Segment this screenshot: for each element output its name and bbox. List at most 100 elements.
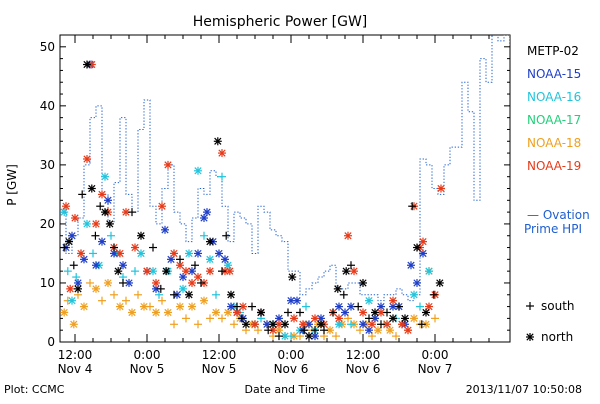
- north-point-noaa-16: [137, 249, 145, 258]
- marker-stroke: [179, 273, 187, 281]
- south-point-noaa-18: [146, 302, 154, 311]
- south-point-metp-02: [110, 243, 118, 252]
- north-point-noaa-19: [350, 267, 358, 276]
- marker-stroke: [389, 314, 397, 323]
- north-point-noaa-16: [185, 249, 193, 258]
- y-tick-label: 10: [40, 276, 55, 290]
- marker-stroke: [176, 302, 184, 311]
- north-point-noaa-16: [206, 255, 214, 264]
- legend-marker-label: north: [541, 330, 573, 344]
- south-point-metp-02: [296, 308, 304, 317]
- north-point-noaa-19: [194, 273, 202, 282]
- legend-south-marker: [526, 302, 534, 310]
- north-point-metp-02: [401, 314, 409, 323]
- marker-stroke: [335, 320, 343, 328]
- marker-stroke: [152, 308, 160, 317]
- marker-stroke: [106, 220, 114, 228]
- marker-stroke: [526, 333, 534, 341]
- south-point-noaa-18: [218, 314, 226, 323]
- north-point-noaa-15: [119, 261, 127, 270]
- south-point-noaa-16: [107, 231, 115, 240]
- south-point-metp-02: [354, 302, 363, 311]
- marker-stroke: [344, 232, 352, 240]
- north-point-noaa-15: [407, 261, 415, 270]
- marker-stroke: [218, 149, 226, 157]
- north-point-noaa-19: [71, 214, 79, 223]
- marker-stroke: [137, 249, 145, 258]
- marker-stroke: [224, 308, 232, 317]
- south-point-metp-02: [300, 326, 309, 335]
- south-point-metp-02: [149, 243, 157, 252]
- marker-stroke: [203, 208, 211, 216]
- north-point-noaa-19: [344, 231, 352, 240]
- north-point-noaa-19: [188, 278, 196, 287]
- marker-stroke: [398, 320, 406, 328]
- north-point-noaa-18: [104, 278, 112, 287]
- marker-stroke: [389, 297, 397, 305]
- marker-stroke: [377, 308, 385, 317]
- marker-stroke: [410, 314, 418, 323]
- north-point-noaa-15: [293, 296, 301, 305]
- marker-stroke: [281, 332, 289, 340]
- north-point-noaa-18: [128, 308, 136, 317]
- south-point-noaa-18: [182, 314, 190, 323]
- x-axis-label: Date and Time: [245, 383, 326, 396]
- marker-stroke: [200, 297, 208, 305]
- north-point-noaa-15: [179, 273, 187, 282]
- north-point-noaa-19: [152, 278, 160, 287]
- marker-stroke: [92, 220, 100, 228]
- north-point-noaa-16: [425, 267, 433, 276]
- marker-stroke: [104, 279, 112, 287]
- marker-stroke: [140, 302, 148, 311]
- north-point-metp-02: [359, 278, 367, 287]
- marker-stroke: [206, 255, 214, 263]
- north-point-noaa-19: [143, 267, 151, 276]
- north-point-noaa-19: [83, 154, 91, 163]
- north-point-metp-02: [137, 231, 145, 240]
- south-point-noaa-18: [158, 296, 166, 305]
- marker-stroke: [125, 279, 133, 287]
- north-point-noaa-19: [92, 219, 100, 228]
- marker-stroke: [194, 273, 202, 281]
- marker-stroke: [422, 320, 430, 328]
- marker-stroke: [98, 238, 106, 246]
- marker-stroke: [413, 243, 421, 252]
- legend-entry: NOAA-15: [527, 67, 581, 81]
- footer-right: 2013/11/07 10:50:08: [466, 383, 582, 396]
- marker-stroke: [149, 267, 157, 275]
- south-point-noaa-16: [302, 302, 310, 311]
- south-point-noaa-18: [170, 320, 178, 329]
- north-point-noaa-18: [176, 302, 184, 311]
- north-point-noaa-15: [359, 320, 367, 329]
- south-point-metp-02: [170, 290, 178, 299]
- x-tick-date-label: Nov 6: [346, 362, 381, 376]
- ovation-hpi-line: [60, 35, 510, 302]
- north-point-metp-02: [227, 290, 235, 299]
- north-point-metp-02: [83, 60, 91, 69]
- marker-stroke: [74, 279, 82, 287]
- north-point-noaa-19: [62, 202, 70, 211]
- south-point-metp-02: [408, 202, 417, 211]
- marker-stroke: [188, 302, 196, 311]
- marker-stroke: [206, 267, 214, 275]
- north-point-metp-02: [257, 308, 265, 317]
- marker-stroke: [71, 214, 79, 222]
- south-point-noaa-18: [98, 296, 106, 305]
- marker-stroke: [401, 314, 409, 323]
- north-point-noaa-18: [69, 320, 78, 329]
- marker-stroke: [167, 255, 175, 263]
- marker-stroke: [404, 326, 412, 334]
- south-point-noaa-16: [200, 231, 208, 240]
- north-point-noaa-18: [60, 308, 69, 317]
- marker-stroke: [275, 326, 283, 334]
- marker-stroke: [407, 261, 415, 269]
- south-point-noaa-18: [392, 332, 400, 341]
- south-point-metp-02: [429, 290, 438, 299]
- marker-stroke: [224, 261, 232, 269]
- marker-stroke: [251, 320, 259, 328]
- y-axis-label: P [GW]: [5, 164, 19, 206]
- north-point-noaa-15: [98, 237, 106, 246]
- marker-stroke: [101, 208, 109, 216]
- ovation-legend-line1: — Ovation: [527, 208, 590, 222]
